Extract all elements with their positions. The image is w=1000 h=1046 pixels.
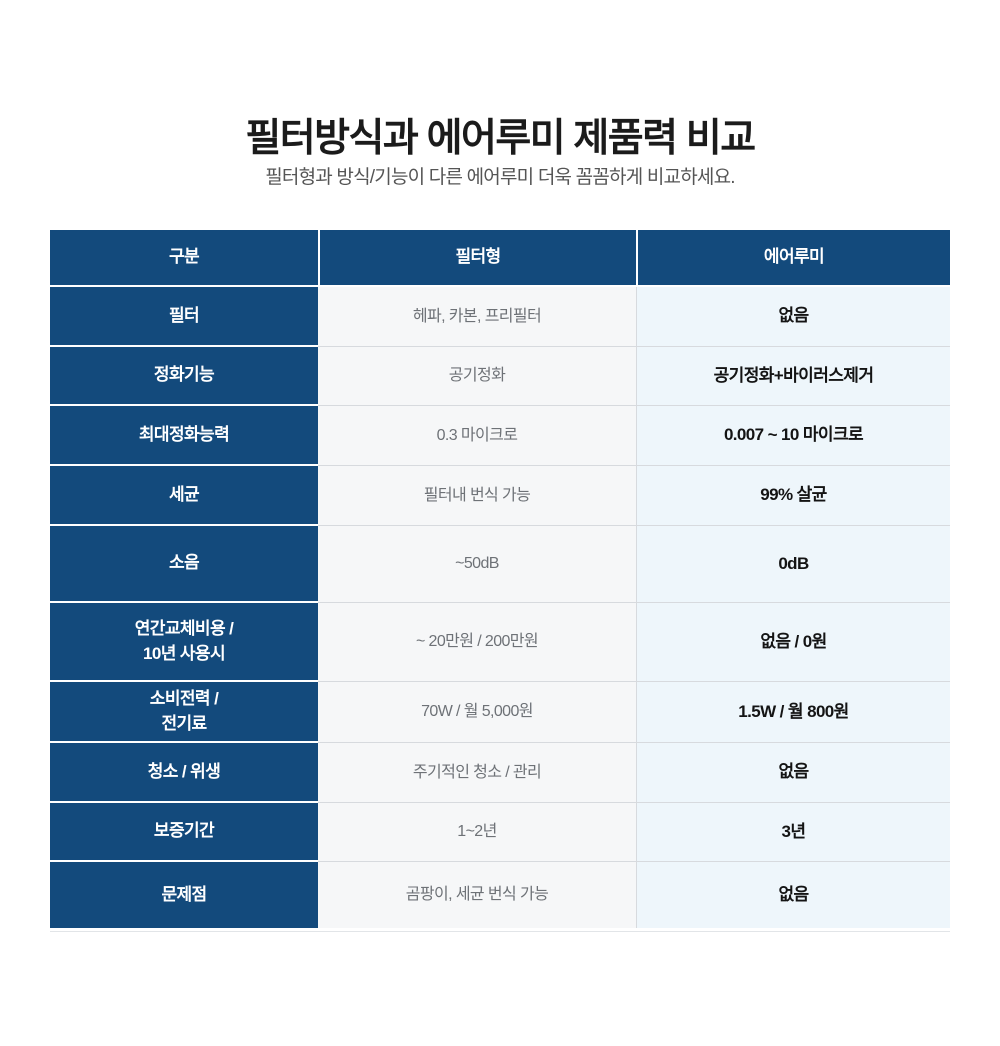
filter-type-value: 헤파, 카본, 프리필터 <box>318 287 636 347</box>
table-row: 세균 필터내 번식 가능 99% 살균 <box>50 466 950 526</box>
page-title: 필터방식과 에어루미 제품력 비교 <box>245 117 756 161</box>
filter-type-value: ~ 20만원 / 200만원 <box>318 603 636 682</box>
airlumi-value: 0dB <box>636 526 950 603</box>
row-label-replacement-cost: 연간교체비용 / 10년 사용시 <box>50 603 318 682</box>
filter-type-value: ~50dB <box>318 526 636 603</box>
page-subtitle: 필터형과 방식/기능이 다른 에어루미 더욱 꼼꼼하게 비교하세요. <box>265 167 735 188</box>
airlumi-value: 없음 <box>636 287 950 347</box>
airlumi-value: 없음 / 0원 <box>636 603 950 682</box>
filter-type-value: 곰팡이, 세균 번식 가능 <box>318 862 636 928</box>
airlumi-value: 0.007 ~ 10 마이크로 <box>636 406 950 466</box>
table-row: 소음 ~50dB 0dB <box>50 526 950 603</box>
filter-type-value: 필터내 번식 가능 <box>318 466 636 526</box>
table-row: 정화기능 공기정화 공기정화+바이러스제거 <box>50 347 950 406</box>
airlumi-value: 없음 <box>636 743 950 803</box>
header-filter-type: 필터형 <box>318 230 636 287</box>
row-label-bacteria: 세균 <box>50 466 318 526</box>
filter-type-value: 1~2년 <box>318 803 636 862</box>
table-row: 필터 헤파, 카본, 프리필터 없음 <box>50 287 950 347</box>
header-category: 구분 <box>50 230 318 287</box>
row-label-power-consumption: 소비전력 / 전기료 <box>50 682 318 743</box>
table-row: 연간교체비용 / 10년 사용시 ~ 20만원 / 200만원 없음 / 0원 <box>50 603 950 682</box>
table-row: 최대정화능력 0.3 마이크로 0.007 ~ 10 마이크로 <box>50 406 950 466</box>
airlumi-value: 3년 <box>636 803 950 862</box>
table-row: 보증기간 1~2년 3년 <box>50 803 950 862</box>
table-row: 소비전력 / 전기료 70W / 월 5,000원 1.5W / 월 800원 <box>50 682 950 743</box>
table-row: 청소 / 위생 주기적인 청소 / 관리 없음 <box>50 743 950 803</box>
filter-type-value: 0.3 마이크로 <box>318 406 636 466</box>
row-label-noise: 소음 <box>50 526 318 603</box>
row-label-filter: 필터 <box>50 287 318 347</box>
row-label-cleaning: 청소 / 위생 <box>50 743 318 803</box>
table-header-row: 구분 필터형 에어루미 <box>50 230 950 287</box>
table-row: 문제점 곰팡이, 세균 번식 가능 없음 <box>50 862 950 928</box>
header-airlumi: 에어루미 <box>636 230 950 287</box>
comparison-table: 구분 필터형 에어루미 필터 헤파, 카본, 프리필터 없음 정화기능 공기정화… <box>50 230 950 932</box>
airlumi-value: 없음 <box>636 862 950 928</box>
row-label-purification: 정화기능 <box>50 347 318 406</box>
filter-type-value: 공기정화 <box>318 347 636 406</box>
row-label-warranty: 보증기간 <box>50 803 318 862</box>
row-label-max-purification: 최대정화능력 <box>50 406 318 466</box>
airlumi-value: 99% 살균 <box>636 466 950 526</box>
filter-type-value: 70W / 월 5,000원 <box>318 682 636 743</box>
airlumi-value: 공기정화+바이러스제거 <box>636 347 950 406</box>
filter-type-value: 주기적인 청소 / 관리 <box>318 743 636 803</box>
airlumi-value: 1.5W / 월 800원 <box>636 682 950 743</box>
row-label-problems: 문제점 <box>50 862 318 928</box>
